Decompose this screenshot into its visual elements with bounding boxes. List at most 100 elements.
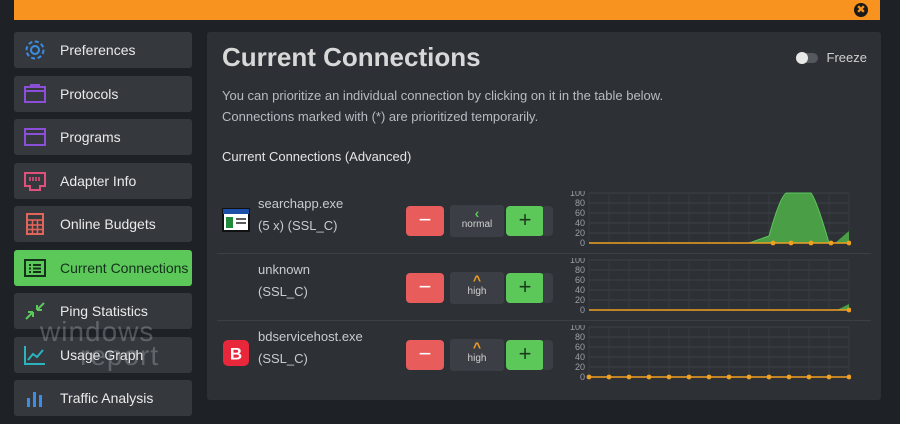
y-tick-label: 0	[580, 305, 585, 315]
top-bar: ✖	[14, 0, 880, 20]
data-point	[846, 374, 851, 380]
priority-indicator: ^ high	[450, 339, 504, 371]
sidebar-item-label: Protocols	[60, 85, 119, 102]
app-meta: (SSL_C)	[258, 284, 308, 299]
y-tick-label: 60	[575, 275, 585, 285]
sidebar-item-label: Usage Graph	[60, 346, 144, 363]
sidebar-item-label: Current Connections	[60, 259, 189, 276]
sidebar-item-preferences[interactable]: Preferences	[14, 32, 192, 68]
y-tick-label: 0	[580, 238, 585, 248]
line-chart-icon	[24, 345, 45, 365]
data-point	[786, 374, 792, 380]
increase-priority-button[interactable]: +	[506, 206, 544, 236]
svg-text:B: B	[230, 345, 242, 364]
row-handle	[543, 206, 553, 236]
sidebar-item-traffic-analysis[interactable]: Traffic Analysis	[14, 380, 192, 416]
y-tick-label: 60	[575, 208, 585, 218]
app-meta: (5 x) (SSL_C)	[258, 218, 338, 233]
sidebar-item-programs[interactable]: Programs	[14, 119, 192, 155]
app-name: bdservicehost.exe	[258, 329, 363, 344]
y-tick-label: 100	[570, 258, 585, 265]
data-point	[686, 374, 692, 380]
data-point	[808, 240, 814, 246]
row-divider	[217, 253, 871, 254]
section-subtitle: Current Connections (Advanced)	[222, 149, 412, 164]
data-point	[706, 374, 712, 380]
page-title: Current Connections	[222, 42, 481, 72]
description-line-1: You can prioritize an individual connect…	[222, 88, 664, 103]
connection-row[interactable]: B bdservicehost.exe (SSL_C) − ^ high + 1…	[207, 321, 881, 387]
increase-priority-button[interactable]: +	[506, 273, 544, 303]
data-point	[826, 374, 832, 380]
y-tick-label: 40	[575, 218, 585, 228]
data-point	[746, 374, 752, 380]
switch-knob	[795, 51, 808, 64]
y-tick-label: 20	[575, 228, 585, 238]
priority-label: normal	[461, 219, 493, 230]
y-tick-label: 40	[575, 285, 585, 295]
app-window-icon	[222, 208, 250, 232]
data-point	[646, 374, 652, 380]
data-point	[846, 307, 851, 313]
ethernet-port-icon	[24, 171, 46, 191]
traffic-area	[748, 192, 830, 244]
bar-chart-icon	[27, 392, 42, 407]
sidebar-item-adapter-info[interactable]: Adapter Info	[14, 162, 192, 199]
freeze-toggle[interactable]: Freeze	[795, 50, 867, 65]
chevron-up-icon: ^	[472, 339, 482, 355]
connection-row[interactable]: unknown (SSL_C) − ^ high + 100 80 60 40 20 0	[207, 254, 881, 320]
priority-indicator: ‹ normal	[450, 205, 504, 237]
sidebar-item-label: Online Budgets	[60, 216, 156, 232]
sidebar-item-label: Preferences	[60, 42, 136, 58]
data-point	[828, 240, 834, 246]
app-name: unknown	[258, 262, 311, 277]
y-tick-label: 80	[575, 265, 585, 275]
data-point	[606, 374, 612, 380]
bitdefender-icon: B	[223, 340, 249, 366]
connection-row[interactable]: searchapp.exe (5 x) (SSL_C) − ‹ normal +…	[207, 188, 881, 254]
data-point	[766, 374, 772, 380]
y-tick-label: 0	[580, 372, 585, 382]
increase-priority-button[interactable]: +	[506, 340, 544, 370]
y-tick-label: 40	[575, 352, 585, 362]
freeze-switch[interactable]	[795, 51, 818, 64]
arrows-inward-icon	[25, 302, 45, 320]
decrease-priority-button[interactable]: −	[406, 340, 444, 370]
sidebar-item-current-connections[interactable]: Current Connections	[14, 249, 192, 286]
y-tick-label: 80	[575, 332, 585, 342]
data-point	[586, 374, 592, 380]
row-handle	[543, 273, 553, 303]
priority-indicator: ^ high	[450, 272, 504, 304]
data-point	[846, 240, 851, 246]
traffic-area	[835, 231, 849, 243]
sidebar-item-label: Traffic Analysis	[60, 390, 154, 406]
sidebar-item-label: Programs	[60, 129, 121, 145]
sidebar-item-usage-graph[interactable]: Usage Graph	[14, 336, 192, 373]
data-point	[726, 374, 732, 380]
decrease-priority-button[interactable]: −	[406, 206, 444, 236]
sidebar-item-ping-statistics[interactable]: Ping Statistics	[14, 293, 192, 329]
app-name: searchapp.exe	[258, 196, 344, 211]
connections-panel: Current Connections Freeze You can prior…	[207, 32, 881, 400]
y-tick-label: 20	[575, 362, 585, 372]
priority-label: high	[467, 286, 487, 297]
chevron-up-icon: ^	[472, 272, 482, 288]
y-tick-label: 60	[575, 342, 585, 352]
decrease-priority-button[interactable]: −	[406, 273, 444, 303]
window-icon	[24, 128, 46, 146]
list-icon	[24, 258, 46, 277]
chevron-left-icon: ‹	[474, 205, 480, 221]
sidebar-item-online-budgets[interactable]: Online Budgets	[14, 206, 192, 242]
sidebar-item-label: Ping Statistics	[60, 303, 148, 319]
y-tick-label: 100	[570, 191, 585, 198]
calculator-icon	[26, 213, 44, 235]
priority-label: high	[467, 353, 487, 364]
description-line-2: Connections marked with (*) are prioriti…	[222, 109, 539, 124]
data-point	[626, 374, 632, 380]
close-icon[interactable]: ✖	[854, 3, 868, 17]
traffic-area	[837, 304, 849, 310]
sidebar-item-protocols[interactable]: Protocols	[14, 75, 192, 112]
